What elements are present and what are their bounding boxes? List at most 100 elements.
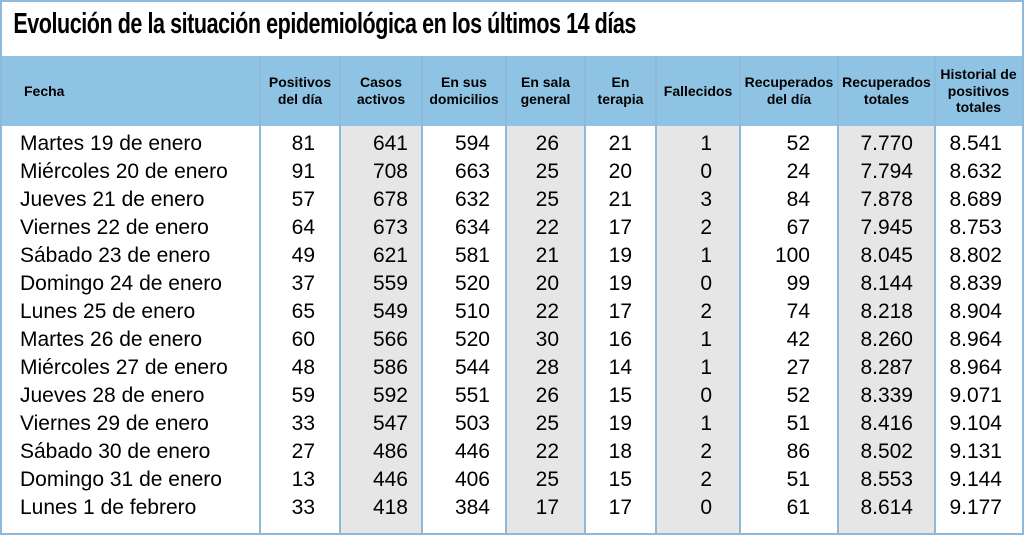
cell-terapia: 19 [608, 272, 632, 295]
header-casos_activos: Casos activos [356, 74, 406, 107]
cell-historial: 9.131 [949, 440, 1002, 463]
table-row: Viernes 22 de enero 64 673 634 22 17 2 67 7.945 8… [2, 214, 1022, 242]
table-header: Fecha Positivos del día Casos activos En sus d… [2, 56, 1022, 126]
cell-historial: 8.541 [949, 132, 1002, 155]
cell-recuperados_dia: 51 [786, 412, 810, 435]
cell-domicilios: 634 [454, 216, 490, 239]
cell-recuperados_dia: 61 [786, 496, 810, 519]
cell-sala_general: 25 [535, 160, 559, 183]
cell-positivos: 48 [291, 356, 315, 379]
cell-terapia: 15 [608, 468, 632, 491]
cell-fecha: Viernes 29 de enero [20, 412, 209, 435]
cell-recuperados_totales: 7.794 [860, 160, 913, 183]
cell-fecha: Martes 19 de enero [20, 132, 203, 155]
cell-recuperados_totales: 8.260 [860, 328, 913, 351]
table-row: Martes 19 de enero 81 641 594 26 21 1 52 7.770 8.… [2, 130, 1022, 158]
cell-historial: 8.904 [949, 300, 1002, 323]
cell-sala_general: 21 [535, 244, 559, 267]
cell-fallecidos: 3 [700, 188, 712, 211]
cell-domicilios: 520 [454, 328, 490, 351]
cell-casos_activos: 621 [372, 244, 408, 267]
cell-positivos: 81 [291, 132, 315, 155]
cell-recuperados_totales: 7.945 [860, 216, 913, 239]
cell-recuperados_dia: 99 [786, 272, 810, 295]
cell-casos_activos: 486 [372, 440, 408, 463]
cell-fallecidos: 1 [700, 328, 712, 351]
cell-historial: 8.802 [949, 244, 1002, 267]
cell-sala_general: 22 [535, 440, 559, 463]
cell-fecha: Lunes 1 de febrero [20, 496, 197, 519]
header-domicilios: En sus domicilios [429, 74, 499, 107]
cell-domicilios: 503 [454, 412, 490, 435]
cell-recuperados_totales: 8.502 [860, 440, 913, 463]
cell-positivos: 65 [291, 300, 315, 323]
cell-fallecidos: 2 [700, 440, 712, 463]
header-positivos: Positivos del día [268, 74, 332, 107]
table-row: Lunes 25 de enero 65 549 510 22 17 2 74 8.218 8.9… [2, 298, 1022, 326]
table-title: Evolución de la situación epidemiológica… [13, 8, 636, 40]
column-divider [934, 56, 936, 533]
cell-terapia: 15 [608, 384, 632, 407]
cell-fecha: Viernes 22 de enero [20, 216, 209, 239]
cell-fecha: Domingo 24 de enero [20, 272, 222, 295]
column-divider [259, 56, 261, 533]
cell-recuperados_totales: 8.339 [860, 384, 913, 407]
cell-domicilios: 520 [454, 272, 490, 295]
cell-fallecidos: 1 [700, 356, 712, 379]
table-row: Miércoles 20 de enero 91 708 663 25 20 0 24 7.79… [2, 158, 1022, 186]
cell-fallecidos: 1 [700, 412, 712, 435]
column-divider [505, 56, 507, 533]
cell-historial: 8.964 [949, 356, 1002, 379]
column-divider [837, 56, 839, 533]
header-fallecidos: Fallecidos [663, 82, 733, 99]
cell-fecha: Jueves 28 de enero [20, 384, 205, 407]
cell-sala_general: 26 [535, 384, 559, 407]
cell-fecha: Miércoles 20 de enero [20, 160, 228, 183]
cell-historial: 8.839 [949, 272, 1002, 295]
cell-casos_activos: 418 [372, 496, 408, 519]
cell-sala_general: 17 [535, 496, 559, 519]
cell-recuperados_dia: 86 [786, 440, 810, 463]
cell-casos_activos: 586 [372, 356, 408, 379]
cell-terapia: 21 [608, 188, 632, 211]
column-divider [339, 56, 341, 533]
cell-casos_activos: 547 [372, 412, 408, 435]
cell-fallecidos: 2 [700, 216, 712, 239]
cell-recuperados_dia: 84 [786, 188, 810, 211]
cell-fecha: Jueves 21 de enero [20, 188, 205, 211]
cell-historial: 8.689 [949, 188, 1002, 211]
cell-fallecidos: 2 [700, 468, 712, 491]
cell-casos_activos: 678 [372, 188, 408, 211]
cell-historial: 9.071 [949, 384, 1002, 407]
shaded-column [656, 126, 740, 533]
cell-domicilios: 406 [454, 468, 490, 491]
header-recuperados_dia: Recuperados del día [744, 74, 834, 107]
cell-fallecidos: 0 [700, 160, 712, 183]
cell-fecha: Miércoles 27 de enero [20, 356, 228, 379]
cell-recuperados_totales: 8.553 [860, 468, 913, 491]
cell-domicilios: 581 [454, 244, 490, 267]
cell-positivos: 13 [291, 468, 315, 491]
shaded-column [838, 126, 935, 533]
cell-fecha: Domingo 31 de enero [20, 468, 222, 491]
cell-historial: 9.144 [949, 468, 1002, 491]
cell-fallecidos: 1 [700, 244, 712, 267]
cell-fallecidos: 2 [700, 300, 712, 323]
cell-historial: 9.177 [949, 496, 1002, 519]
shaded-column [506, 126, 585, 533]
cell-casos_activos: 566 [372, 328, 408, 351]
cell-terapia: 14 [608, 356, 632, 379]
column-divider [584, 56, 586, 533]
shaded-column [340, 126, 422, 533]
cell-positivos: 49 [291, 244, 315, 267]
cell-positivos: 60 [291, 328, 315, 351]
cell-fallecidos: 0 [700, 496, 712, 519]
header-terapia: En terapia [597, 74, 644, 107]
cell-domicilios: 384 [454, 496, 490, 519]
cell-recuperados_dia: 51 [786, 468, 810, 491]
cell-terapia: 18 [608, 440, 632, 463]
cell-sala_general: 28 [535, 356, 559, 379]
cell-fallecidos: 1 [700, 132, 712, 155]
cell-sala_general: 25 [535, 412, 559, 435]
